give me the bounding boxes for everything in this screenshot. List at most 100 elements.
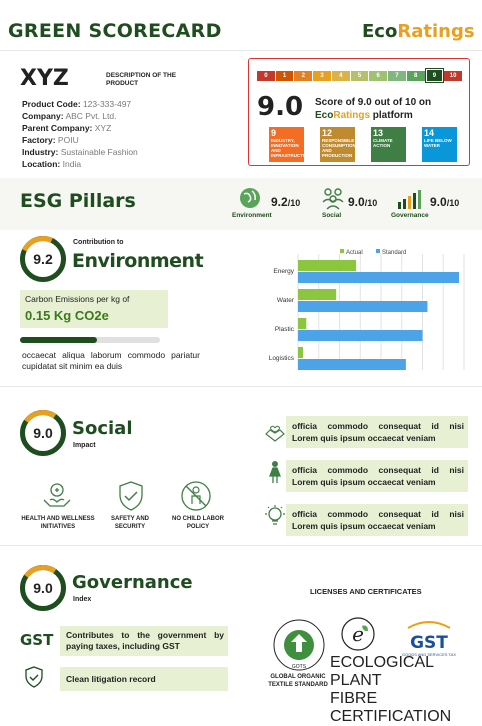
info-value: 123-333-497	[82, 99, 132, 109]
score-description: Score of 9.0 out of 10 on EcoRatings pla…	[315, 96, 465, 122]
governance-score: 9.0	[33, 580, 53, 596]
gst-logo-caption: GOODS AND SERVICES TAX	[402, 652, 456, 657]
pillar-name: Social	[322, 212, 342, 219]
social-note-line1: officia commodo consequat id nisi	[292, 465, 464, 475]
scale-step: 10	[444, 71, 462, 81]
environment-pretitle: Contribution to	[73, 239, 124, 246]
info-row: Product Code: 123-333-497	[22, 98, 138, 110]
info-label: Factory:	[22, 135, 56, 145]
pillars-band	[0, 178, 482, 230]
scale-step: 3	[313, 71, 331, 81]
sdg-number: 13	[373, 128, 384, 138]
globe-icon	[238, 186, 262, 215]
hands-heart-icon	[41, 480, 73, 517]
social-note-line1: officia commodo consequat id nisi	[292, 509, 464, 519]
environment-title: Environment	[72, 250, 204, 272]
initiative-label: NO CHILD LABOR POLICY	[172, 516, 224, 530]
legend-swatch	[340, 249, 344, 253]
chart-bar-actual	[298, 318, 307, 329]
category-label: Logistics	[269, 355, 295, 362]
legend-label: Standard	[382, 250, 406, 256]
sdg-number: 14	[424, 128, 435, 138]
chart-bar-actual	[298, 347, 303, 358]
gst-logo-text: GST	[410, 633, 448, 653]
scale-step: 8	[406, 71, 425, 81]
social-score: 9.0	[33, 425, 53, 441]
sdg-label: INDUSTRY, INNOVATION AND INFRASTRUCTURE	[271, 138, 313, 158]
product-description: DESCRIPTION OF THE PRODUCT	[106, 72, 177, 87]
info-row: Factory: POIU	[22, 134, 138, 146]
initiative-label: SAFETY AND SECURITY	[110, 516, 149, 530]
gots-logo-text: GOTS	[292, 664, 307, 670]
header-divider	[0, 50, 482, 51]
pillar-name: Environment	[232, 212, 272, 219]
governance-title: Governance	[72, 572, 193, 593]
scale-step: 6	[369, 71, 388, 81]
environment-progress-fill	[20, 337, 97, 343]
sdg-badge: 14 LIFE BELOW WATER	[422, 127, 457, 162]
governance-subtitle: Index	[73, 596, 92, 603]
environment-score: 9.2	[33, 251, 53, 267]
environment-description: occaecat aliqua laborum commodo pariatur…	[22, 350, 200, 371]
social-score-arc	[16, 406, 70, 460]
legend-swatch	[376, 249, 380, 253]
lightbulb-icon	[264, 504, 286, 533]
eco-plant-logo-text: e	[352, 622, 364, 646]
social-note-line2: Lorem quis ipsum occaecat veniam	[292, 521, 436, 531]
info-label: Product Code:	[22, 99, 81, 109]
score-text-prefix: Score of 9.0 out of 10 on	[315, 97, 432, 108]
people-icon	[320, 186, 346, 215]
score-text-brand-ratings: Ratings	[333, 110, 371, 121]
carbon-metric-box: Carbon Emissions per kg of 0.15 Kg CO2e	[20, 290, 168, 328]
social-note-line2: Lorem quis ipsum occaecat veniam	[292, 433, 436, 443]
brand-ratings: Ratings	[397, 21, 475, 42]
score-text-brand-eco: Eco	[315, 110, 334, 121]
gots-caption: GLOBAL ORGANIC TEXTILE STANDARD	[268, 674, 328, 688]
carbon-metric-label: Carbon Emissions per kg of	[25, 294, 130, 304]
category-label: Water	[277, 297, 295, 304]
pillar-score-value: 9.2	[271, 195, 288, 209]
woman-icon	[268, 460, 282, 489]
social-note: officia commodo consequat id nisi Lorem q…	[286, 460, 468, 492]
sdg-badge: 13 CLIMATE ACTION	[371, 127, 406, 162]
chart-bar-standard	[298, 301, 428, 312]
legend-label: Actual	[346, 250, 363, 256]
info-label: Location:	[22, 159, 61, 169]
company-name: XYZ	[20, 66, 69, 91]
litigation-text: Clean litigation record	[66, 674, 156, 684]
info-value: Sustainable Fashion	[60, 147, 138, 157]
governance-score-ring: 9.0	[20, 565, 66, 611]
scale-step: 5	[350, 71, 369, 81]
no-child-icon	[180, 480, 212, 517]
chart-bar-actual	[298, 260, 357, 271]
chart-bar-actual	[298, 289, 337, 300]
category-label: Energy	[273, 268, 294, 275]
info-value: POIU	[57, 135, 79, 145]
scale-step: 9	[425, 69, 444, 82]
scale-step: 4	[331, 71, 350, 81]
info-label: Company:	[22, 111, 64, 121]
scale-step: 7	[388, 71, 406, 81]
pillar-name: Governance	[391, 212, 429, 219]
brand-eco: Eco	[362, 21, 398, 42]
info-value: XYZ	[94, 123, 112, 133]
social-title: Social	[72, 418, 133, 439]
social-top-divider	[0, 386, 482, 387]
info-value: India	[62, 159, 82, 169]
carbon-metric-value: 0.15 Kg CO2e	[25, 308, 109, 323]
gst-logo-icon: GST GOODS AND SERVICES TAX	[400, 620, 458, 665]
gst-box: Contributes to the government by paying …	[60, 626, 228, 656]
eco-plant-caption: ECOLOGICAL PLANT FIBRE CERTIFICATION	[330, 654, 452, 725]
scale-step: 1	[275, 71, 294, 81]
shield-check-icon	[116, 480, 146, 517]
rating-scale: 0 1 2 3 4 5 6 7 8 9 10	[257, 69, 463, 82]
eco-plant-logo-icon: e	[340, 616, 376, 657]
initiative-label: HEALTH AND WELLNESS INITIATIVES	[21, 516, 95, 530]
info-label: Industry:	[22, 147, 59, 157]
sdg-badge: 9 INDUSTRY, INNOVATION AND INFRASTRUCTURE	[269, 127, 313, 162]
pillar-score-suffix: /10	[287, 198, 301, 208]
pillars-title: ESG Pillars	[20, 190, 136, 212]
sdg-label: LIFE BELOW WATER	[424, 138, 452, 148]
sdg-number: 9	[271, 128, 277, 138]
pillar-score-value: 9.0	[430, 195, 447, 209]
